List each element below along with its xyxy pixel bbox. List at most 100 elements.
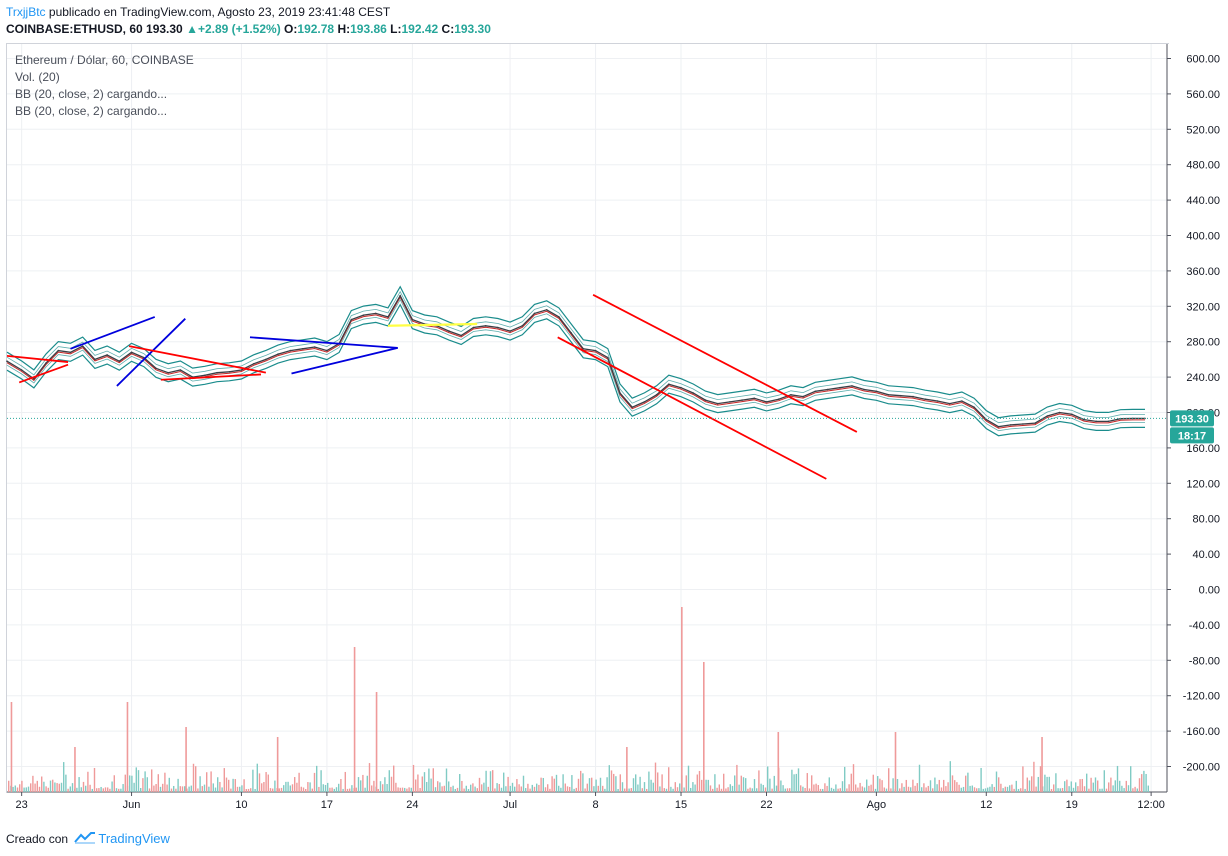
- price-point: [448, 330, 450, 332]
- volume-bar: [580, 770, 582, 792]
- volume-bar: [641, 788, 643, 792]
- volume-bar: [965, 775, 967, 792]
- volume-bar: [153, 785, 155, 792]
- volume-bar: [1057, 788, 1059, 792]
- volume-bar: [120, 788, 122, 792]
- volume-bar: [806, 773, 808, 792]
- price-point: [1034, 422, 1036, 424]
- volume-bar: [716, 787, 718, 792]
- legend-volume[interactable]: Vol. (20): [15, 70, 60, 84]
- tradingview-link[interactable]: TradingView: [98, 831, 170, 846]
- volume-spike: [894, 732, 897, 792]
- volume-bar: [311, 788, 313, 792]
- legend-bb-1[interactable]: BB (20, close, 2) cargando...: [15, 87, 168, 101]
- y-tick-label: 240.00: [1186, 372, 1220, 384]
- volume-bar: [987, 787, 989, 792]
- y-tick-label: 40.00: [1192, 549, 1220, 561]
- volume-bar: [676, 787, 679, 792]
- y-tick-label: 480.00: [1186, 160, 1220, 172]
- price-point: [961, 400, 963, 402]
- volume-bar: [698, 770, 701, 792]
- volume-bar: [773, 775, 775, 792]
- volume-bar: [417, 774, 419, 792]
- chart-frame[interactable]: [6, 43, 1169, 793]
- volume-bar: [280, 787, 283, 792]
- volume-bar: [1048, 776, 1050, 792]
- volume-bar: [947, 782, 949, 792]
- volume-bar: [727, 787, 729, 792]
- volume-bar: [538, 784, 540, 792]
- price-point: [765, 401, 768, 403]
- volume-bar: [38, 786, 41, 792]
- volume-bar: [397, 787, 399, 792]
- volume-bar: [386, 784, 388, 792]
- price-point: [838, 386, 841, 389]
- legend-symbol[interactable]: Ethereum / Dólar, 60, COINBASE: [15, 53, 194, 67]
- price-point: [668, 383, 670, 385]
- volume-bar: [555, 774, 558, 792]
- volume-bar: [472, 783, 474, 792]
- volume-bar: [879, 778, 881, 792]
- volume-bar: [1037, 776, 1039, 792]
- volume-bar: [459, 774, 461, 792]
- volume-bar: [135, 767, 137, 792]
- volume-bar: [199, 776, 201, 792]
- volume-bar: [1114, 780, 1116, 792]
- volume-bar: [186, 788, 188, 792]
- price-point: [582, 347, 585, 350]
- tradingview-logo-icon[interactable]: [74, 832, 96, 847]
- volume-bar: [868, 785, 870, 792]
- volume-bar: [1132, 788, 1134, 792]
- volume-bar: [318, 786, 320, 792]
- price-point: [374, 312, 377, 315]
- volume-bar: [775, 785, 778, 792]
- countdown-label: 18:17: [1178, 430, 1206, 442]
- volume-bar: [582, 773, 584, 792]
- author-link[interactable]: TrxjjBtc: [6, 5, 46, 19]
- volume-bar: [100, 786, 102, 792]
- volume-bar: [945, 786, 947, 792]
- volume-bar: [690, 787, 692, 792]
- volume-bar: [569, 786, 571, 792]
- volume-bar: [406, 788, 408, 792]
- volume-bar: [170, 788, 173, 792]
- volume-bar: [536, 783, 538, 792]
- volume-bar: [819, 788, 822, 792]
- volume-bar: [23, 787, 25, 792]
- volume-bar: [936, 784, 938, 792]
- volume-bar: [489, 771, 492, 792]
- volume-bar: [951, 775, 954, 792]
- price-point: [277, 353, 279, 355]
- volume-bar: [322, 784, 324, 792]
- volume-bar: [305, 788, 307, 792]
- volume-bar: [969, 785, 971, 792]
- volume-bar: [560, 787, 562, 792]
- volume-bar: [654, 762, 657, 792]
- volume-bar: [745, 778, 747, 792]
- volume-bar: [705, 779, 707, 792]
- price-point: [326, 349, 328, 352]
- legend-bb-2[interactable]: BB (20, close, 2) cargando...: [15, 104, 168, 118]
- volume-bar: [863, 787, 866, 792]
- price-line: [6, 294, 1145, 428]
- volume-bar: [155, 784, 157, 792]
- volume-bar: [940, 787, 943, 792]
- volume-bar: [599, 777, 602, 792]
- volume-bar: [591, 777, 593, 792]
- volume-bar: [254, 788, 256, 792]
- volume-bar: [786, 788, 789, 792]
- volume-bar: [1116, 765, 1119, 792]
- volume-bar: [131, 775, 133, 792]
- volume-bar: [593, 786, 595, 792]
- volume-bar: [870, 784, 872, 792]
- volume-bar: [613, 773, 615, 792]
- volume-bar: [415, 779, 417, 792]
- volume-bar: [445, 768, 448, 792]
- volume-bar: [606, 777, 608, 792]
- volume-bar: [960, 787, 962, 792]
- volume-bar: [71, 783, 74, 792]
- volume-bar: [503, 772, 505, 792]
- volume-bar: [967, 772, 969, 792]
- x-tick-label: 24: [406, 799, 418, 811]
